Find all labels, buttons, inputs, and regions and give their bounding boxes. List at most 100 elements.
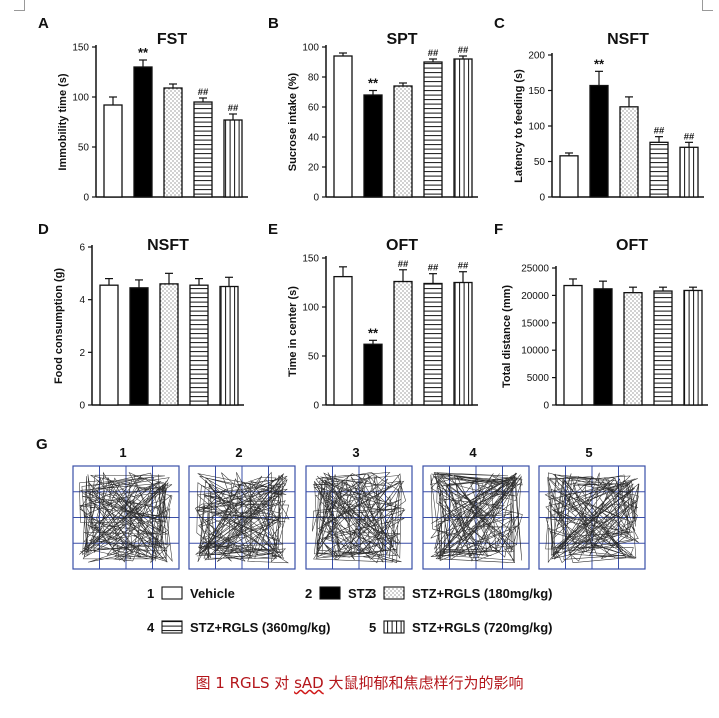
chart-panel-a: A FST 0 50 100 150 Immobility time (s) ** ## ## <box>38 15 248 204</box>
y-tick-label: 20000 <box>521 291 549 302</box>
y-tick-label: 6 <box>79 243 85 254</box>
significance-label: ** <box>368 325 379 340</box>
y-tick-label: 0 <box>543 401 549 412</box>
y-tick-label: 0 <box>83 193 89 204</box>
legend-item-3: 3 STZ+RGLS (180mg/kg) <box>369 586 553 601</box>
significance-label: ** <box>594 56 605 71</box>
significance-label: ## <box>228 103 239 114</box>
bar-group-5 <box>679 146 699 198</box>
panel-letter: B <box>268 15 279 32</box>
chart-title: OFT <box>616 237 648 254</box>
y-tick-label: 0 <box>313 193 319 204</box>
chart-panel-e: E OFT 0 50 100 150 Time in center (s) ** ## ## ## <box>268 221 478 412</box>
y-tick-label: 0 <box>313 401 319 412</box>
significance-label: ** <box>368 76 379 91</box>
bar-group-1 <box>333 275 353 406</box>
movement-trace <box>430 471 523 563</box>
panel-letter: F <box>494 221 503 238</box>
y-tick-label: 50 <box>308 352 320 363</box>
bar-group-3 <box>163 87 183 198</box>
legend-number: 5 <box>369 620 376 635</box>
track-panel-label: 5 <box>585 445 592 460</box>
significance-label: ## <box>684 131 695 142</box>
chart-title: SPT <box>386 31 417 48</box>
bar-group-2 <box>363 94 383 198</box>
movement-trace <box>312 472 407 564</box>
y-tick-label: 200 <box>528 51 545 62</box>
y-tick-label: 150 <box>72 43 89 54</box>
bar-group-4 <box>653 290 673 406</box>
bar-group-4 <box>189 284 209 406</box>
y-tick-label: 2 <box>79 348 85 359</box>
legend-swatch <box>161 586 183 600</box>
legend-item-1: 1 Vehicle <box>147 586 235 601</box>
legend-swatch <box>383 620 405 634</box>
bar-group-2 <box>593 288 613 406</box>
bar-group-1 <box>103 104 123 198</box>
legend-number: 4 <box>147 620 155 635</box>
y-tick-label: 15000 <box>521 318 549 329</box>
chart-title: NSFT <box>607 31 649 48</box>
movement-trace <box>544 472 640 564</box>
significance-label: ## <box>458 45 469 56</box>
bar-group-2 <box>133 66 153 198</box>
y-tick-label: 100 <box>302 43 319 54</box>
legend-number: 3 <box>369 586 376 601</box>
track-panel-1: 1 <box>72 445 180 570</box>
movement-trace <box>79 471 173 564</box>
bar-group-4 <box>649 141 669 198</box>
panel-letter: G <box>36 436 48 453</box>
legend-label: STZ+RGLS (720mg/kg) <box>412 620 553 635</box>
legend-label: STZ+RGLS (180mg/kg) <box>412 586 553 601</box>
legend-label: STZ+RGLS (360mg/kg) <box>190 620 331 635</box>
track-panel-label: 4 <box>469 445 477 460</box>
chart-title: FST <box>157 31 187 48</box>
bar-group-4 <box>423 282 443 406</box>
panel-letter: D <box>38 221 49 238</box>
bar-group-5 <box>223 119 243 198</box>
bar-group-5 <box>453 281 473 406</box>
y-tick-label: 25000 <box>521 264 549 275</box>
y-tick-label: 80 <box>308 73 320 84</box>
y-axis-label: Total distance (mm) <box>501 285 513 388</box>
track-panel-label: 1 <box>119 445 126 460</box>
legend-item-5: 5 STZ+RGLS (720mg/kg) <box>369 620 553 635</box>
track-panel-2: 2 <box>188 445 296 570</box>
bar-group-3 <box>623 292 643 406</box>
page-corner-mark-left <box>14 0 25 11</box>
bar-group-5 <box>453 58 473 198</box>
bar-group-3 <box>393 280 413 406</box>
bar-group-1 <box>99 284 119 406</box>
bar-group-2 <box>363 343 383 406</box>
panel-letter: E <box>268 221 278 238</box>
significance-label: ## <box>398 259 409 270</box>
legend-swatch <box>319 586 341 600</box>
chart-title: OFT <box>386 237 418 254</box>
chart-panel-f: F OFT 0 5000 10000 15000 20000 25000 Total dista… <box>494 221 708 412</box>
track-panel-5: 5 <box>538 445 646 570</box>
y-axis-label: Food consumption (g) <box>53 268 65 384</box>
bar-group-4 <box>193 101 213 198</box>
page-corner-mark-right <box>702 0 713 11</box>
caption-prefix: 图 1 RGLS 对 <box>195 674 295 692</box>
significance-label: ## <box>428 48 439 59</box>
y-tick-label: 50 <box>78 143 90 154</box>
y-tick-label: 100 <box>72 93 89 104</box>
y-axis-label: Sucrose intake (%) <box>287 72 299 171</box>
panel-letter: A <box>38 15 49 32</box>
bar-group-1 <box>333 55 353 198</box>
movement-trace <box>194 471 290 564</box>
bar-group-2 <box>129 287 149 406</box>
significance-label: ## <box>458 261 469 272</box>
legend-swatch <box>161 620 183 634</box>
bar-group-3 <box>619 106 639 198</box>
legend-swatch <box>383 586 405 600</box>
legend-number: 2 <box>305 586 312 601</box>
track-panel-label: 2 <box>235 445 242 460</box>
significance-label: ## <box>654 126 665 137</box>
y-axis-label: Time in center (s) <box>287 286 299 377</box>
y-tick-label: 0 <box>79 401 85 412</box>
y-tick-label: 150 <box>302 254 319 265</box>
